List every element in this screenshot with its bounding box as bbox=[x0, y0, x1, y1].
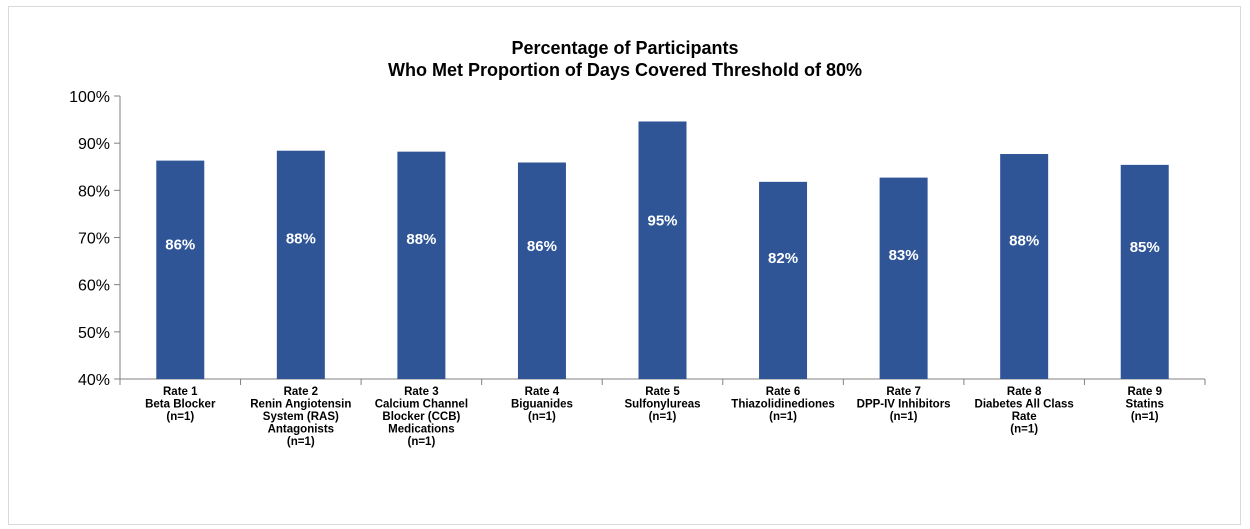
bar bbox=[276, 150, 325, 379]
y-tick-label: 60% bbox=[78, 278, 110, 295]
category-label-line: (n=1) bbox=[166, 411, 194, 423]
category-label-line: (n=1) bbox=[769, 411, 797, 423]
category-label: Rate 9 Statins (n=1) bbox=[1126, 386, 1164, 423]
data-label: 86% bbox=[165, 237, 195, 254]
data-label: 88% bbox=[1009, 233, 1039, 250]
category-label-line: (n=1) bbox=[407, 436, 435, 448]
chart-title-line-1: Percentage of Participants bbox=[511, 38, 739, 58]
category-label-line: DPP-IV Inhibitors bbox=[857, 399, 951, 411]
category-label-line: (n=1) bbox=[528, 411, 556, 423]
category-label-line: (n=1) bbox=[649, 411, 677, 423]
category-label-line: Antagonists bbox=[268, 424, 334, 436]
bar bbox=[638, 121, 687, 379]
data-label: 88% bbox=[406, 231, 436, 248]
data-label: 88% bbox=[286, 230, 316, 247]
data-label: 86% bbox=[527, 238, 557, 255]
category-label: Rate 5 Sulfonylureas (n=1) bbox=[624, 386, 700, 423]
category-label-line: (n=1) bbox=[1010, 424, 1038, 436]
category-label: Rate 3 Calcium Channel Blocker (CCB) Medica… bbox=[375, 386, 468, 448]
category-label: Rate 7 DPP-IV Inhibitors (n=1) bbox=[857, 386, 951, 423]
category-label-line: Rate 2 bbox=[284, 386, 319, 398]
bar bbox=[517, 162, 566, 379]
category-label-line: Rate 6 bbox=[766, 386, 801, 398]
y-tick-label: 90% bbox=[78, 136, 110, 153]
y-tick-label: 70% bbox=[78, 231, 110, 248]
category-label-line: Rate 4 bbox=[525, 386, 560, 398]
bar bbox=[156, 160, 205, 379]
bar bbox=[1000, 154, 1049, 379]
bar bbox=[1120, 164, 1169, 379]
category-label-line: Rate 8 bbox=[1007, 386, 1042, 398]
category-label: Rate 6 Thiazolidinediones (n=1) bbox=[731, 386, 835, 423]
y-tick-label: 100% bbox=[69, 89, 110, 106]
category-label-line: (n=1) bbox=[287, 436, 315, 448]
y-tick-label: 50% bbox=[78, 325, 110, 342]
data-label: 95% bbox=[647, 212, 677, 229]
data-label: 82% bbox=[768, 250, 798, 267]
category-label-line: Blocker (CCB) bbox=[382, 411, 460, 423]
category-label-line: Rate 7 bbox=[886, 386, 921, 398]
chart-frame bbox=[8, 6, 1241, 525]
data-label: 83% bbox=[889, 247, 919, 264]
category-label-line: (n=1) bbox=[1131, 411, 1159, 423]
category-label-line: Calcium Channel bbox=[375, 399, 468, 411]
category-label-line: Biguanides bbox=[511, 399, 573, 411]
category-label-line: (n=1) bbox=[890, 411, 918, 423]
bar bbox=[759, 181, 808, 379]
bar bbox=[397, 151, 446, 379]
category-label-line: Diabetes All Class bbox=[975, 399, 1074, 411]
category-label-line: Medications bbox=[388, 424, 454, 436]
category-label-line: Rate 3 bbox=[404, 386, 439, 398]
category-label-line: Rate 1 bbox=[163, 386, 198, 398]
category-label-line: System (RAS) bbox=[263, 411, 339, 423]
category-label: Rate 2 Renin Angiotensin System (RAS) Antag… bbox=[250, 386, 351, 448]
category-label-line: Rate 5 bbox=[645, 386, 680, 398]
chart-title-line-2: Who Met Proportion of Days Covered Thres… bbox=[387, 60, 863, 80]
category-label: Rate 8 Diabetes All Class Rate (n=1) bbox=[975, 386, 1074, 436]
category-label-line: Beta Blocker bbox=[145, 399, 216, 411]
category-label-line: Statins bbox=[1126, 399, 1164, 411]
category-label-line: Renin Angiotensin bbox=[250, 399, 351, 411]
category-label: Rate 4 Biguanides (n=1) bbox=[511, 386, 573, 423]
category-label-line: Rate bbox=[1012, 411, 1037, 423]
category-label: Rate 1 Beta Blocker (n=1) bbox=[145, 386, 216, 423]
category-label-line: Thiazolidinediones bbox=[731, 399, 835, 411]
bar bbox=[879, 177, 928, 379]
y-tick-label: 80% bbox=[78, 183, 110, 200]
category-label-line: Rate 9 bbox=[1127, 386, 1162, 398]
data-label: 85% bbox=[1130, 239, 1160, 256]
category-label-line: Sulfonylureas bbox=[624, 399, 700, 411]
y-tick-label: 40% bbox=[78, 372, 110, 389]
